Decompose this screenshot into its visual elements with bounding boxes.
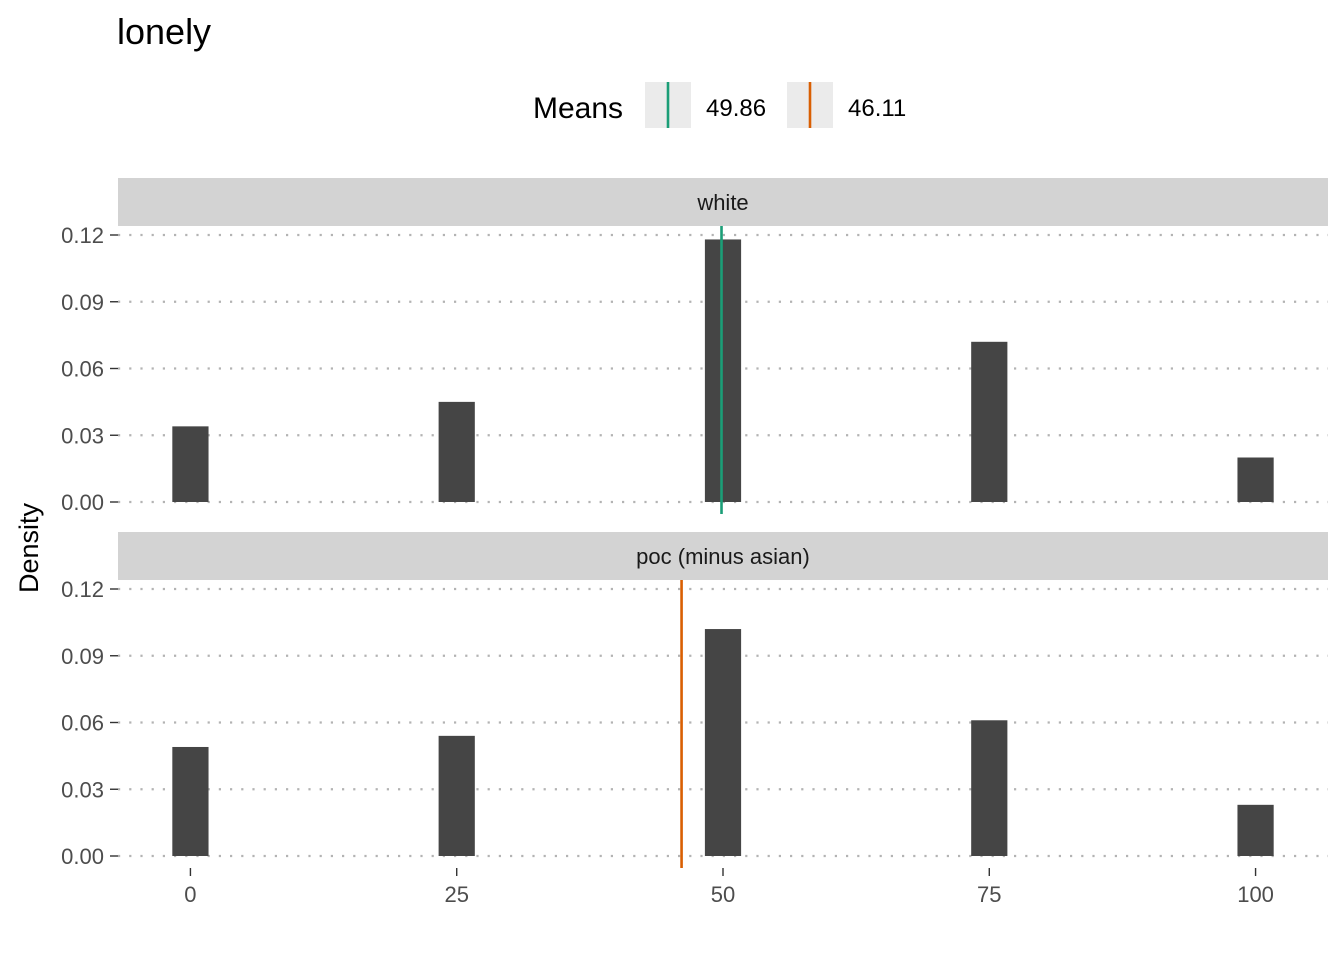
legend-entry-2: 46.11 xyxy=(787,82,906,128)
panel-1: white 0.00 0.03 0.06 0.09 0.12 xyxy=(61,178,1328,515)
y-tick-label: 0.12 xyxy=(61,577,104,602)
panel-strip-label: white xyxy=(696,190,748,215)
bar-50 xyxy=(704,239,742,502)
panel-strip xyxy=(118,178,1328,226)
bar-75 xyxy=(971,341,1008,502)
bar-50 xyxy=(704,629,742,856)
bar-100 xyxy=(1237,457,1274,502)
panel-strip xyxy=(118,532,1328,580)
legend-entry-1: 49.86 xyxy=(645,82,766,128)
panel-2: poc (minus asian) 0.00 0.03 0.06 0.09 0.12 xyxy=(61,532,1328,869)
bar-75 xyxy=(971,720,1008,856)
y-tick-label: 0.06 xyxy=(61,357,104,382)
y-tick-label: 0.09 xyxy=(61,290,104,315)
y-tick-label: 0.03 xyxy=(61,423,104,448)
legend-title: Means xyxy=(533,92,623,125)
means-legend: Means 49.86 46.11 xyxy=(533,82,906,128)
chart-title: lonely xyxy=(117,11,211,52)
y-axis-label: Density xyxy=(14,502,44,593)
y-tick-label: 0.00 xyxy=(61,490,104,515)
x-tick-label: 0 xyxy=(184,882,196,907)
legend-label-2: 46.11 xyxy=(848,95,906,122)
x-axis: 0 25 50 75 100 xyxy=(184,868,1274,907)
y-tick-label: 0.03 xyxy=(61,777,104,802)
bar-25 xyxy=(438,735,475,856)
x-tick-label: 25 xyxy=(444,882,468,907)
legend-label-1: 49.86 xyxy=(706,95,766,122)
x-tick-label: 50 xyxy=(711,882,735,907)
y-tick-label: 0.09 xyxy=(61,644,104,669)
panel-strip-label: poc (minus asian) xyxy=(636,544,810,569)
y-tick-label: 0.06 xyxy=(61,711,104,736)
bar-25 xyxy=(438,401,475,502)
bar-0 xyxy=(172,426,209,502)
y-tick-label: 0.12 xyxy=(61,223,104,248)
y-tick-label: 0.00 xyxy=(61,844,104,869)
bar-0 xyxy=(172,746,209,856)
x-tick-label: 75 xyxy=(977,882,1001,907)
x-tick-label: 100 xyxy=(1237,882,1274,907)
bar-100 xyxy=(1237,804,1274,856)
